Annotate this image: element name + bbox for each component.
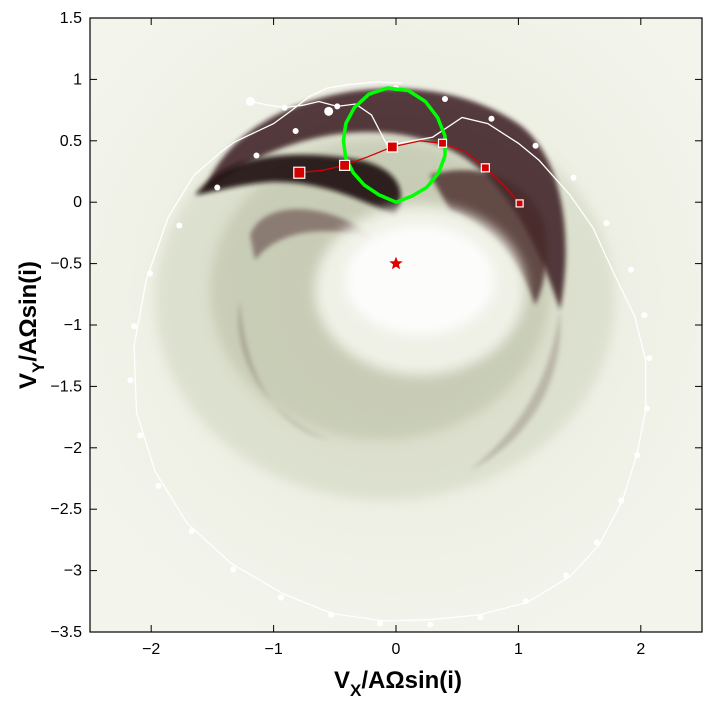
y-axis-label-main: V [15, 373, 42, 389]
disc-path-marker-13 [634, 452, 641, 459]
y-tick-label-8: −2.5 [50, 501, 82, 518]
x-axis-label: VX/AΩsin(i) [334, 667, 462, 700]
y-axis-label-rest: /AΩsin(i) [15, 261, 42, 362]
y-tick-label-5: −1 [64, 317, 82, 334]
x-tick-label-3: 1 [514, 641, 523, 658]
y-axis-label-sub: Y [29, 361, 48, 373]
disc-path-marker-21 [328, 611, 335, 618]
disc-path-marker-32 [253, 152, 260, 159]
white-dwarf-star-marker [389, 256, 403, 270]
data-layer [127, 81, 653, 628]
y-tick-label-0: 1.5 [60, 10, 82, 27]
x-tick-label-2: 0 [392, 641, 401, 658]
disc-path-marker-31 [214, 184, 221, 191]
disc-path-marker-19 [427, 621, 434, 628]
disc-path-marker-6 [532, 142, 539, 149]
y-tick-label-10: −3.5 [50, 624, 82, 641]
disc-path-marker-11 [646, 355, 653, 362]
disc-path-marker-14 [618, 497, 625, 504]
disc-path-marker-20 [377, 620, 384, 627]
stream-marker-4 [480, 163, 490, 173]
x-tick-label-4: 2 [636, 641, 645, 658]
disc-path-marker-10 [641, 312, 648, 319]
disc-path-marker-15 [593, 539, 600, 546]
disc-path-marker-2 [334, 103, 341, 110]
tomogram-emission [155, 88, 615, 500]
disc-path-marker-30 [176, 222, 183, 229]
y-tick-label-6: −1.5 [50, 378, 82, 395]
disc-path-marker-17 [522, 598, 529, 605]
y-tick-label-4: −0.5 [50, 256, 82, 273]
disc-path-marker-23 [230, 566, 237, 573]
disc-path-marker-18 [477, 614, 484, 621]
x-tick-label-0: −2 [142, 641, 160, 658]
disc-path-marker-25 [155, 482, 162, 489]
disc-path-marker-1 [281, 104, 288, 111]
disc-path-marker-27 [127, 377, 134, 384]
stream-marker-1 [338, 159, 351, 171]
y-tick-label-7: −2 [64, 440, 82, 457]
disc-path-marker-26 [137, 432, 144, 439]
disc-path-marker-9 [628, 266, 635, 273]
y-tick-label-9: −3 [64, 563, 82, 580]
disc-path-marker-24 [188, 528, 195, 535]
disc-path-marker-4 [441, 96, 448, 103]
disc-path-marker-34 [324, 106, 334, 116]
disc-path-marker-7 [570, 174, 577, 181]
disc-path-marker-8 [603, 220, 610, 227]
x-axis-label-main: V [334, 667, 350, 694]
disc-path-marker-28 [131, 323, 138, 330]
x-tick-label-1: −1 [264, 641, 282, 658]
disc-path-marker-0 [245, 97, 255, 107]
plot-area [90, 18, 702, 632]
y-axis-label: VY/AΩsin(i) [15, 261, 48, 389]
disc-path-marker-16 [563, 572, 570, 579]
stream-marker-0 [293, 166, 306, 179]
x-axis-label-sub: X [350, 681, 362, 700]
disc-path-marker-5 [488, 115, 495, 122]
stream-marker-5 [515, 199, 524, 208]
disc-path-marker-12 [643, 405, 650, 412]
ticks-layer: −2 −1 0 1 2 1.5 1 0.5 0 −0.5 −1 −1.5 −2 −2.5 −3 −3.5 [50, 10, 702, 658]
stream-marker-3 [437, 138, 448, 148]
stream-trajectory-line [299, 140, 521, 204]
y-tick-label-2: 0.5 [60, 133, 82, 150]
disc-path-marker-33 [292, 127, 299, 134]
stream-marker-2 [386, 141, 398, 153]
secondary-lobe-outline [341, 86, 447, 204]
disc-path-marker-22 [277, 594, 284, 601]
disc-path-marker-29 [146, 270, 153, 277]
y-tick-label-3: 0 [73, 194, 82, 211]
disc-path-line [133, 81, 647, 622]
x-axis-label-rest: /AΩsin(i) [361, 667, 462, 694]
y-tick-label-1: 1 [73, 71, 82, 88]
